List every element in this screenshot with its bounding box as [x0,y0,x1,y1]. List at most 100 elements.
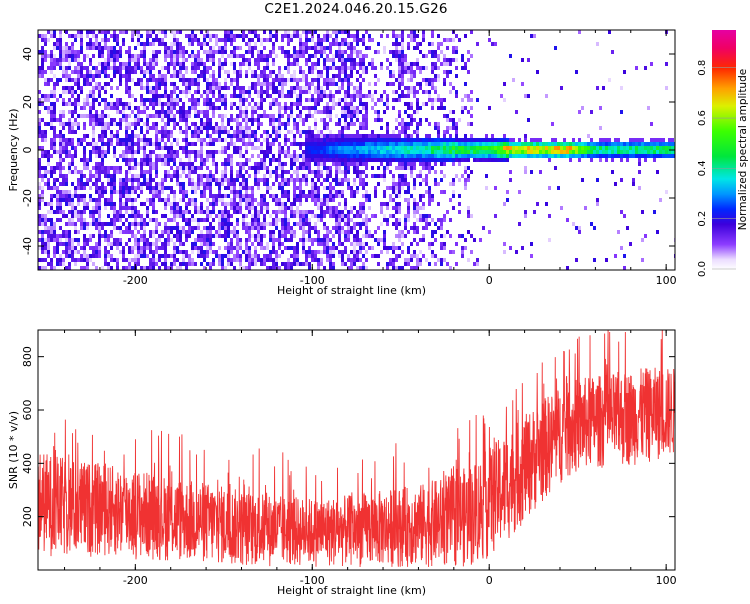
heatmap-cell [230,78,233,82]
heatmap-cell [416,210,419,214]
heatmap-cell [230,206,233,210]
heatmap-cell [209,246,212,250]
heatmap-cell [386,66,389,70]
heatmap-cell [341,190,344,194]
heatmap-cell [395,186,398,190]
heatmap-cell [98,86,101,90]
heatmap-cell [56,190,59,194]
heatmap-cell [200,62,203,66]
heatmap-cell [344,98,347,102]
heatmap-cell [353,122,356,126]
heatmap-cell [425,226,428,230]
heatmap-cell [302,46,305,50]
heatmap-cell [179,186,182,190]
heatmap-cell [53,102,56,106]
heatmap-cell [449,134,452,138]
heatmap-cell [320,158,323,162]
heatmap-cell [65,198,68,202]
heatmap-cell [335,134,338,138]
heatmap-cell [152,50,155,54]
heatmap-cell [359,98,362,102]
heatmap-cell [98,138,101,142]
heatmap-cell [125,170,128,174]
heatmap-cell [224,202,227,206]
heatmap-cell [74,170,77,174]
heatmap-cell [44,78,47,82]
heatmap-cell [110,186,113,190]
heatmap-cell [140,246,143,250]
heatmap-cell [398,78,401,82]
heatmap-cell [392,138,395,142]
heatmap-cell [125,130,128,134]
heatmap-cell [62,54,65,58]
heatmap-cell [47,262,50,266]
heatmap-cell [239,186,242,190]
heatmap-cell [260,90,263,94]
heatmap-cell [53,94,56,98]
heatmap-cell [344,94,347,98]
heatmap-cell [173,190,176,194]
heatmap-cell [50,174,53,178]
heatmap-cell [209,38,212,42]
heatmap-cell [164,186,167,190]
heatmap-cell [347,110,350,114]
heatmap-cell [209,190,212,194]
heatmap-cell [164,154,167,158]
heatmap-cell [269,146,272,150]
heatmap-cell [68,238,71,242]
heatmap-cell [143,70,146,74]
heatmap-cell [278,210,281,214]
heatmap-cell [47,158,50,162]
heatmap-cell [299,78,302,82]
heatmap-cell [362,162,365,166]
heatmap-cell [296,82,299,86]
heatmap-cell [359,202,362,206]
heatmap-cell [206,78,209,82]
heatmap-cell [104,202,107,206]
heatmap-cell [446,74,449,78]
heatmap-cell [338,250,341,254]
heatmap-cell [128,170,131,174]
heatmap-cell [395,234,398,238]
heatmap-cell [263,90,266,94]
heatmap-cell [455,34,458,38]
heatmap-cell [212,174,215,178]
heatmap-cell [194,166,197,170]
heatmap-cell [170,218,173,222]
heatmap-cell [248,86,251,90]
heatmap-cell [191,42,194,46]
heatmap-cell [92,218,95,222]
heatmap-cell [98,114,101,118]
heatmap-cell [188,154,191,158]
heatmap-cell [68,126,71,130]
heatmap-cell [140,202,143,206]
heatmap-cell [206,34,209,38]
heatmap-cell [107,106,110,110]
heatmap-cell [134,126,137,130]
heatmap-cell [59,142,62,146]
heatmap-cell [206,82,209,86]
heatmap-cell [368,198,371,202]
heatmap-cell [344,110,347,114]
heatmap-cell [188,98,191,102]
heatmap-cell [452,150,455,154]
heatmap-cell [221,122,224,126]
heatmap-cell [191,130,194,134]
heatmap-cell [158,258,161,262]
heatmap-cell [188,262,191,266]
heatmap-cell [101,38,104,42]
heatmap-cell [224,146,227,150]
heatmap-cell [137,138,140,142]
heatmap-cell [452,158,455,162]
heatmap-cell [80,30,83,34]
heatmap-cell [380,202,383,206]
heatmap-cell [362,38,365,42]
heatmap-cell [236,246,239,250]
heatmap-cell [269,54,272,58]
heatmap-cell [350,122,353,126]
heatmap-cell [329,50,332,54]
heatmap-cell [305,134,308,138]
heatmap-cell [305,162,308,166]
heatmap-cell [290,142,293,146]
heatmap-cell [203,210,206,214]
